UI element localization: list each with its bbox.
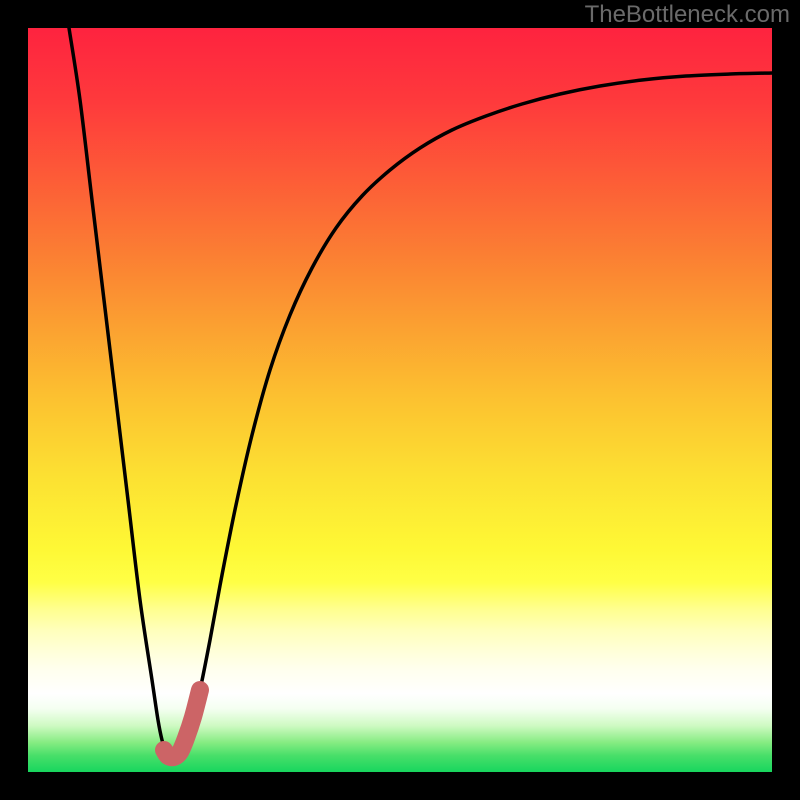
watermark-text: TheBottleneck.com bbox=[585, 1, 790, 28]
bottleneck-curve-chart: TheBottleneck.com bbox=[0, 0, 800, 800]
chart-container: TheBottleneck.com bbox=[0, 0, 800, 800]
gradient-background bbox=[28, 28, 772, 772]
